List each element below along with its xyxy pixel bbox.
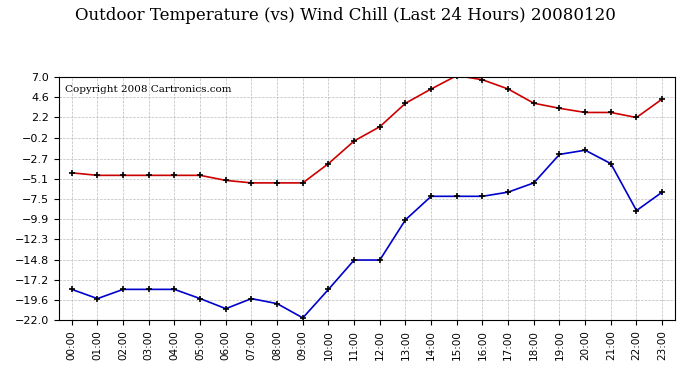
Text: Outdoor Temperature (vs) Wind Chill (Last 24 Hours) 20080120: Outdoor Temperature (vs) Wind Chill (Las…	[75, 8, 615, 24]
Text: Copyright 2008 Cartronics.com: Copyright 2008 Cartronics.com	[65, 84, 232, 93]
